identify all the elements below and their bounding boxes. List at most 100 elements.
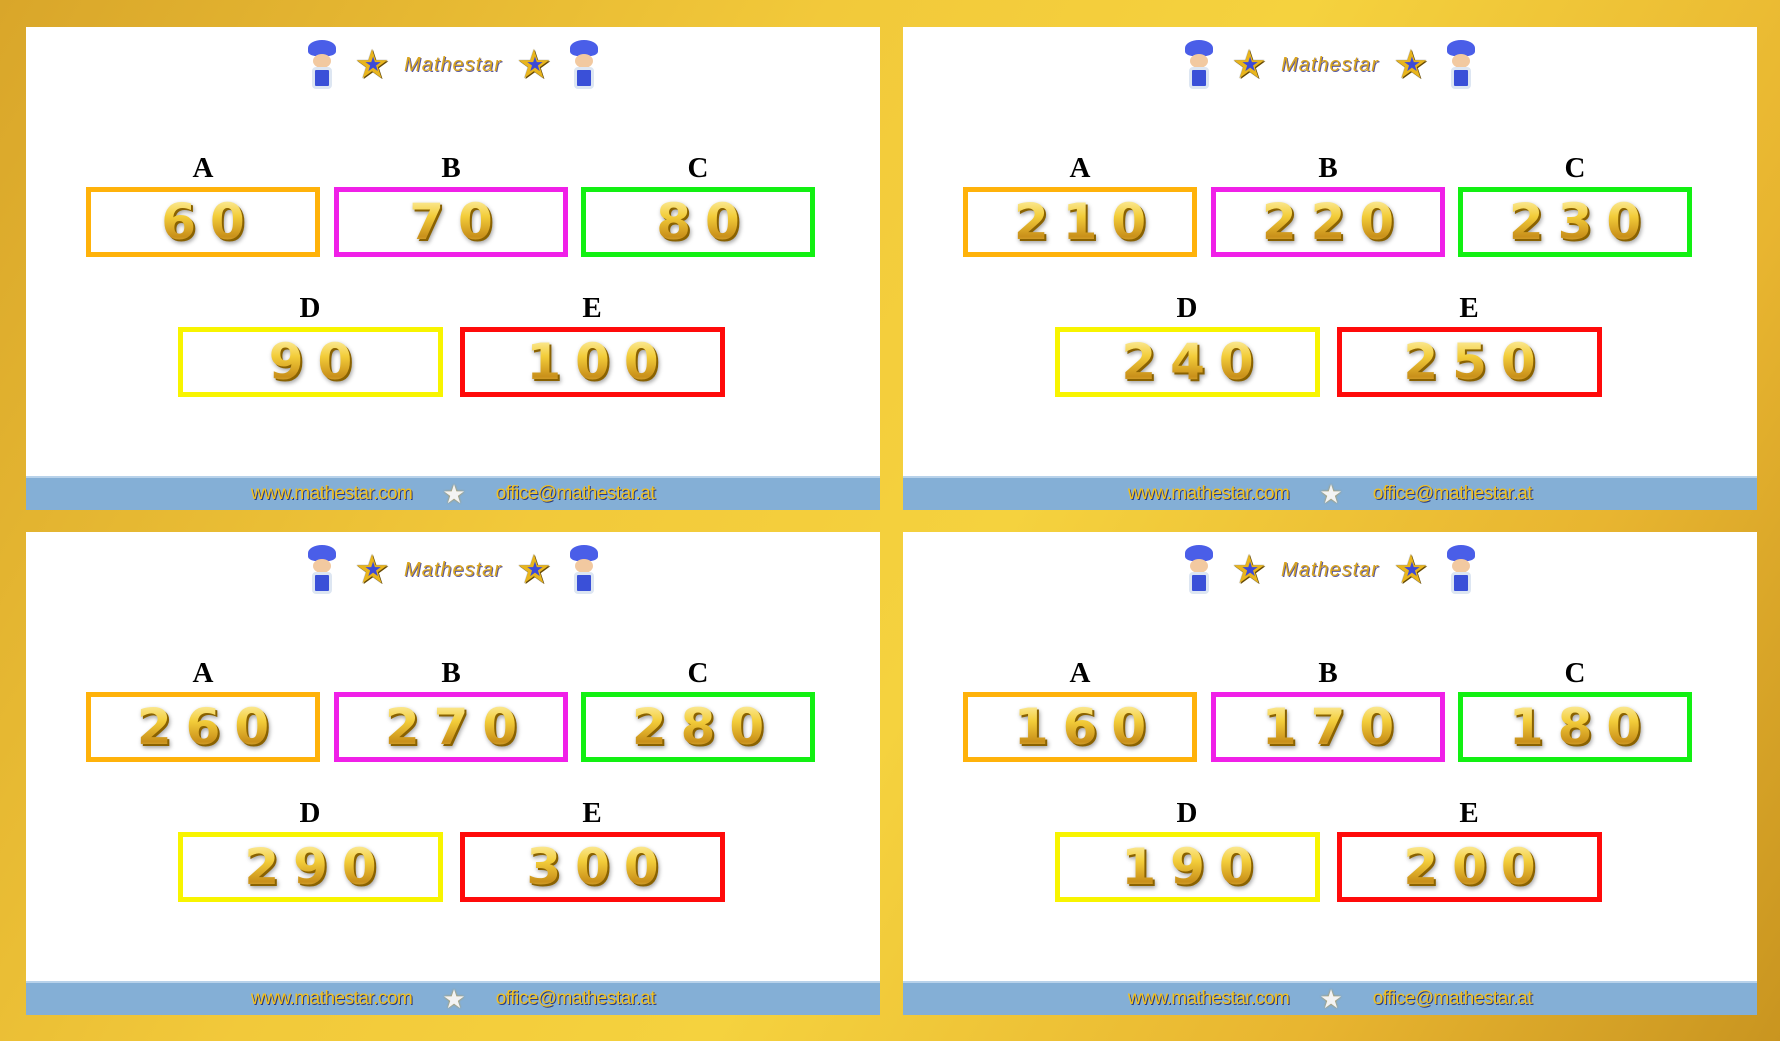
label-e: E	[582, 797, 602, 829]
label-d: D	[299, 797, 321, 829]
answer-box-d[interactable]: 190	[1055, 832, 1320, 902]
website-link[interactable]: www.mathestar.com	[250, 483, 413, 504]
star-icon: ★	[354, 550, 390, 590]
number-value: 210	[1000, 193, 1160, 251]
email-link[interactable]: office@mathestar.at	[1372, 483, 1533, 504]
wizard-icon	[304, 545, 340, 595]
number-value: 80	[642, 193, 754, 251]
star-icon: ★	[442, 983, 466, 1014]
answer-box-c[interactable]: 80	[581, 187, 815, 257]
label-d: D	[1176, 292, 1198, 324]
email-link[interactable]: office@mathestar.at	[1372, 988, 1533, 1009]
number-value: 60	[147, 193, 259, 251]
website-link[interactable]: www.mathestar.com	[1127, 483, 1290, 504]
star-icon: ★	[1319, 478, 1343, 509]
label-e: E	[582, 292, 602, 324]
email-link[interactable]: office@mathestar.at	[495, 483, 656, 504]
brand-logo: Mathestar	[404, 53, 502, 76]
website-link[interactable]: www.mathestar.com	[1127, 988, 1290, 1009]
number-value: 270	[371, 698, 531, 756]
answer-box-a[interactable]: 260	[86, 692, 320, 762]
label-a: A	[1069, 152, 1091, 184]
star-icon: ★	[354, 45, 390, 85]
label-e: E	[1459, 797, 1479, 829]
star-icon: ★	[1393, 45, 1429, 85]
label-c: C	[1564, 657, 1586, 689]
label-b: B	[1318, 152, 1338, 184]
number-value: 290	[230, 838, 390, 896]
number-value: 170	[1248, 698, 1408, 756]
answer-box-b[interactable]: 220	[1211, 187, 1445, 257]
number-value: 100	[512, 333, 672, 391]
label-c: C	[687, 657, 709, 689]
star-icon: ★	[1393, 550, 1429, 590]
number-value: 240	[1107, 333, 1267, 391]
number-value: 200	[1389, 838, 1549, 896]
number-value: 230	[1495, 193, 1655, 251]
label-c: C	[1564, 152, 1586, 184]
footer: www.mathestar.com ★ office@mathestar.at	[903, 981, 1757, 1015]
number-value: 180	[1495, 698, 1655, 756]
brand-logo: Mathestar	[1281, 558, 1379, 581]
number-value: 190	[1107, 838, 1267, 896]
number-value: 90	[255, 333, 367, 391]
number-value: 220	[1248, 193, 1408, 251]
answer-box-c[interactable]: 230	[1458, 187, 1692, 257]
number-value: 250	[1389, 333, 1549, 391]
number-value: 260	[123, 698, 283, 756]
answer-box-b[interactable]: 270	[334, 692, 568, 762]
number-value: 300	[512, 838, 672, 896]
card-panel: ★ Mathestar ★ A 60 B 70 C 80 D 90 E 100 www.…	[26, 27, 880, 510]
answer-box-b[interactable]: 70	[334, 187, 568, 257]
brand-logo: Mathestar	[404, 558, 502, 581]
answer-box-d[interactable]: 90	[178, 327, 443, 397]
wizard-icon	[304, 40, 340, 90]
footer: www.mathestar.com ★ office@mathestar.at	[26, 981, 880, 1015]
answer-box-a[interactable]: 210	[963, 187, 1197, 257]
wizard-icon	[1443, 40, 1479, 90]
wizard-icon	[1181, 545, 1217, 595]
header: ★ Mathestar ★	[903, 35, 1757, 95]
number-value: 70	[395, 193, 507, 251]
answer-box-c[interactable]: 180	[1458, 692, 1692, 762]
header: ★ Mathestar ★	[903, 540, 1757, 600]
answer-box-d[interactable]: 240	[1055, 327, 1320, 397]
footer: www.mathestar.com ★ office@mathestar.at	[26, 476, 880, 510]
label-c: C	[687, 152, 709, 184]
star-icon: ★	[1231, 550, 1267, 590]
star-icon: ★	[1231, 45, 1267, 85]
header: ★ Mathestar ★	[26, 35, 880, 95]
wizard-icon	[1443, 545, 1479, 595]
brand-logo: Mathestar	[1281, 53, 1379, 76]
answer-box-e[interactable]: 250	[1337, 327, 1602, 397]
wizard-icon	[566, 40, 602, 90]
label-b: B	[1318, 657, 1338, 689]
label-a: A	[192, 152, 214, 184]
answer-box-e[interactable]: 100	[460, 327, 725, 397]
answer-box-d[interactable]: 290	[178, 832, 443, 902]
answer-box-e[interactable]: 200	[1337, 832, 1602, 902]
answer-box-b[interactable]: 170	[1211, 692, 1445, 762]
star-icon: ★	[516, 45, 552, 85]
label-d: D	[299, 292, 321, 324]
label-b: B	[441, 657, 461, 689]
answer-box-c[interactable]: 280	[581, 692, 815, 762]
label-b: B	[441, 152, 461, 184]
label-d: D	[1176, 797, 1198, 829]
star-icon: ★	[1319, 983, 1343, 1014]
number-value: 160	[1000, 698, 1160, 756]
footer: www.mathestar.com ★ office@mathestar.at	[903, 476, 1757, 510]
label-a: A	[1069, 657, 1091, 689]
answer-box-e[interactable]: 300	[460, 832, 725, 902]
star-icon: ★	[516, 550, 552, 590]
star-icon: ★	[442, 478, 466, 509]
label-e: E	[1459, 292, 1479, 324]
answer-box-a[interactable]: 160	[963, 692, 1197, 762]
wizard-icon	[1181, 40, 1217, 90]
website-link[interactable]: www.mathestar.com	[250, 988, 413, 1009]
answer-box-a[interactable]: 60	[86, 187, 320, 257]
email-link[interactable]: office@mathestar.at	[495, 988, 656, 1009]
